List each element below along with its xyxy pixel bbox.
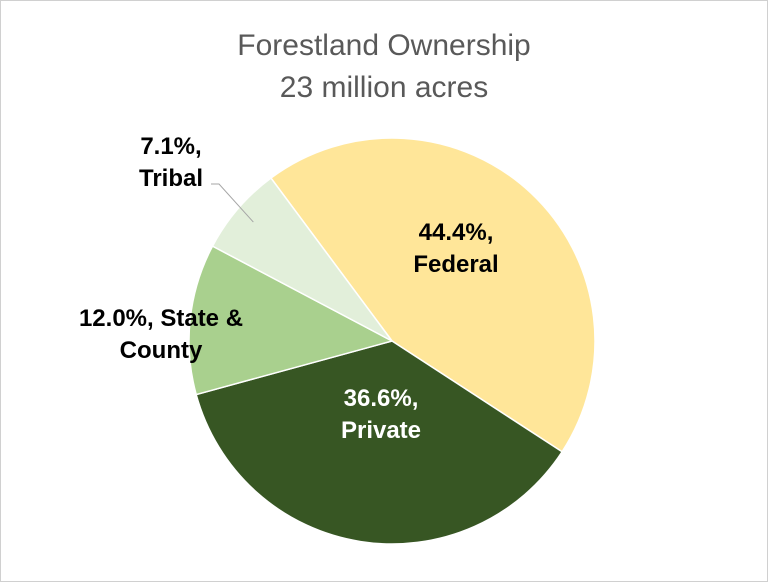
pie-slice <box>195 340 564 545</box>
pie-slice <box>269 137 596 453</box>
data-label: 7.1%, Tribal <box>111 131 231 195</box>
value-label: 36.6%, <box>343 385 419 412</box>
chart-subtitle: 23 million acres <box>279 71 489 104</box>
category-label: Federal <box>413 251 499 278</box>
pie-slice <box>211 176 393 342</box>
data-label: 12.0%, State & County <box>61 303 261 367</box>
chart-title: Forestland Ownership <box>237 29 531 62</box>
value-label: 7.1%, <box>140 133 202 160</box>
pie-slice <box>188 245 395 396</box>
category-label: State & County <box>119 305 244 364</box>
data-label: 36.6%, Private <box>301 383 461 447</box>
value-label: 44.4%, <box>418 219 494 246</box>
value-label: 12.0%, <box>78 305 154 332</box>
data-label: 44.4%, Federal <box>381 217 531 281</box>
category-label: Tribal <box>138 165 204 192</box>
category-label: Private <box>340 417 422 444</box>
leader-line <box>211 183 254 223</box>
